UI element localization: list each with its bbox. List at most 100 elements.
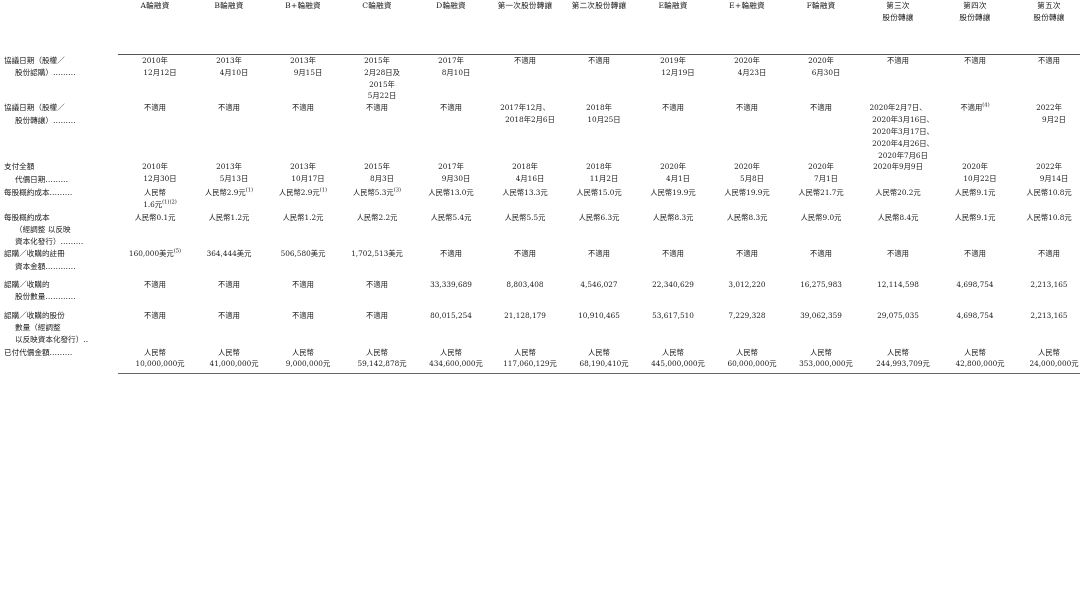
- cell-consideration-paid-a: 人民幣 10,000,000元: [118, 347, 192, 375]
- cell-payment-date-t1: 2018年 4月16日: [488, 161, 562, 186]
- cell-line: 2013年: [290, 162, 316, 172]
- cell-line: 人民幣: [218, 347, 240, 357]
- cell-consideration-paid-t2: 人民幣 68,190,410元: [562, 347, 636, 375]
- cell-registered-capital-t5: 不適用: [1012, 248, 1080, 273]
- column-header-f: F輪融資: [784, 0, 858, 55]
- cell-line: 9月2日: [1042, 115, 1066, 125]
- cell-line: 2020年: [808, 56, 834, 65]
- column-header-line: 股份轉讓: [882, 12, 914, 22]
- cell-line: 2015年: [364, 162, 390, 172]
- cell-registered-capital-a: 160,000美元(5): [118, 248, 192, 273]
- cell-line: 2020年2月7日、: [869, 103, 927, 113]
- cell-agreement-date-transfer-t4: 不適用(4): [938, 102, 1012, 161]
- column-header-line: 第五次: [1037, 1, 1061, 10]
- cell-line: 4月16日: [515, 174, 545, 184]
- cell-line: 不適用: [366, 280, 388, 290]
- column-header-line: A輪融資: [140, 1, 170, 10]
- cell-registered-capital-bp: 506,580美元: [266, 248, 340, 273]
- cell-line: 人民幣9.1元: [954, 187, 996, 197]
- cell-line: 不適用: [218, 280, 240, 290]
- cell-line: 4月10日: [219, 67, 249, 77]
- cell-agreement-date-subscription-t5: 不適用: [1012, 55, 1080, 103]
- cell-shares-count-adjusted-bp: 不適用: [266, 304, 340, 347]
- cell-line: 人民幣: [964, 347, 986, 357]
- column-header-t3: 第三次 股份轉讓: [858, 0, 938, 55]
- cell-registered-capital-t2: 不適用: [562, 248, 636, 273]
- cell-line: 不適用: [292, 310, 314, 320]
- column-header-a: A輪融資: [118, 0, 192, 55]
- cell-underline: [118, 373, 192, 375]
- cell-shares-count-t3: 12,114,598: [858, 273, 938, 304]
- cell-cost-per-share-adjusted-bp: 人民幣1.2元: [266, 211, 340, 249]
- cell-agreement-date-subscription-e: 2019年 12月19日: [636, 55, 710, 103]
- cell-shares-count-adjusted-ep: 7,229,328: [710, 304, 784, 347]
- cell-line: 8月3日: [370, 174, 394, 184]
- cell-line: 人民幣13.3元: [502, 187, 548, 197]
- cell-shares-count-adjusted-t1: 21,128,179: [488, 304, 562, 347]
- footnote-marker: (1): [245, 187, 254, 194]
- cell-line: 2019年: [660, 56, 686, 65]
- cell-line: 353,000,000元: [799, 359, 853, 369]
- cell-line: 人民幣1.2元: [282, 212, 324, 222]
- cell-line: 12月12日: [143, 67, 177, 77]
- cell-shares-count-bp: 不適用: [266, 273, 340, 304]
- financing-history-table: A輪融資 B輪融資 B+輪融資 C輪融資 D輪融資 第一次股份轉讓 第二次股份轉讓 E輪融資 E…: [0, 0, 1080, 375]
- cell-line: 人民幣2.9元(1): [204, 187, 254, 197]
- cell-line: 不適用: [514, 249, 536, 259]
- cell-consideration-paid-b: 人民幣 41,000,000元: [192, 347, 266, 375]
- cell-line: 2020年: [734, 56, 760, 65]
- row-label-line: 協議日期（股權／: [4, 103, 65, 113]
- cell-line: 不適用: [218, 103, 240, 113]
- cell-line: 不適用: [514, 56, 536, 65]
- table-row: 每股概約成本 （經調整 以反映 資本化發行）……… 人民幣0.1元 人民幣1.2元 人民幣…: [0, 211, 1080, 249]
- column-header-b: B輪融資: [192, 0, 266, 55]
- cell-agreement-date-transfer-d: 不適用: [414, 102, 488, 161]
- row-label-shares-count-adjusted: 認購／收購的股份 數量（經調整 以反映資本化發行）..: [0, 304, 118, 347]
- cell-line: 9,000,000元: [285, 359, 331, 369]
- cell-line: 33,339,689: [430, 280, 472, 290]
- cell-agreement-date-transfer-e: 不適用: [636, 102, 710, 161]
- table-row: 認購／收購的註冊 資本金額………… 160,000美元(5) 364,444美元 506…: [0, 248, 1080, 273]
- cell-line: 10月25日: [587, 115, 621, 125]
- cell-line: 人民幣: [144, 187, 166, 197]
- cell-registered-capital-t3: 不適用: [858, 248, 938, 273]
- cell-consideration-paid-d: 人民幣 434,600,000元: [414, 347, 488, 375]
- cell-agreement-date-subscription-t1: 不適用: [488, 55, 562, 103]
- cell-agreement-date-transfer-b: 不適用: [192, 102, 266, 161]
- cell-line: 人民幣9.0元: [800, 212, 842, 222]
- cell-consideration-paid-e: 人民幣 445,000,000元: [636, 347, 710, 375]
- table-row: 認購／收購的股份 數量（經調整 以反映資本化發行）.. 不適用 不適用 不適用 不適用 80,…: [0, 304, 1080, 347]
- cell-shares-count-adjusted-f: 39,062,359: [784, 304, 858, 347]
- row-label-registered-capital: 認購／收購的註冊 資本金額…………: [0, 248, 118, 273]
- cell-registered-capital-c: 1,702,513美元: [340, 248, 414, 273]
- cell-line: 人民幣8.3元: [726, 212, 768, 222]
- cell-shares-count-f: 16,275,983: [784, 273, 858, 304]
- cell-line: 12月30日: [143, 174, 177, 184]
- column-header-line: D輪融資: [436, 1, 466, 10]
- cell-shares-count-d: 33,339,689: [414, 273, 488, 304]
- column-header-d: D輪融資: [414, 0, 488, 55]
- cell-line: 12,114,598: [877, 280, 919, 290]
- cell-line: 8,803,408: [506, 280, 544, 290]
- cell-underline: [858, 373, 938, 375]
- cell-shares-count-b: 不適用: [192, 273, 266, 304]
- cell-line: 4,698,754: [956, 310, 994, 320]
- table-row: 支付全額 代價日期……… 2010年 12月30日 2013年 5月13日 2013年 10月…: [0, 161, 1080, 186]
- cell-line: 人民幣: [366, 347, 388, 357]
- column-header-line: 股份轉讓: [959, 12, 991, 22]
- cell-agreement-date-subscription-t3: 不適用: [858, 55, 938, 103]
- cell-cost-per-share-adjusted-t3: 人民幣8.4元: [858, 211, 938, 249]
- cell-line: 21,128,179: [504, 310, 546, 320]
- row-label-cost-per-share: 每股概約成本………: [0, 186, 118, 211]
- cell-line: 10月22日: [963, 174, 997, 184]
- row-label-line: 支付全額: [4, 162, 35, 172]
- cell-cost-per-share-ep: 人民幣19.9元: [710, 186, 784, 211]
- table-row: 認購／收購的 股份數量………… 不適用 不適用 不適用 不適用 33,339,689 8,80…: [0, 273, 1080, 304]
- cell-underline: [266, 373, 340, 375]
- row-label-line: 股份認購）………: [15, 67, 76, 77]
- cell-line: 2013年: [290, 56, 316, 65]
- cell-consideration-paid-c: 人民幣 59,142,878元: [340, 347, 414, 375]
- cell-line: 10,910,465: [578, 310, 620, 320]
- cell-line: 人民幣19.9元: [724, 187, 770, 197]
- cell-line: 2017年: [438, 56, 464, 65]
